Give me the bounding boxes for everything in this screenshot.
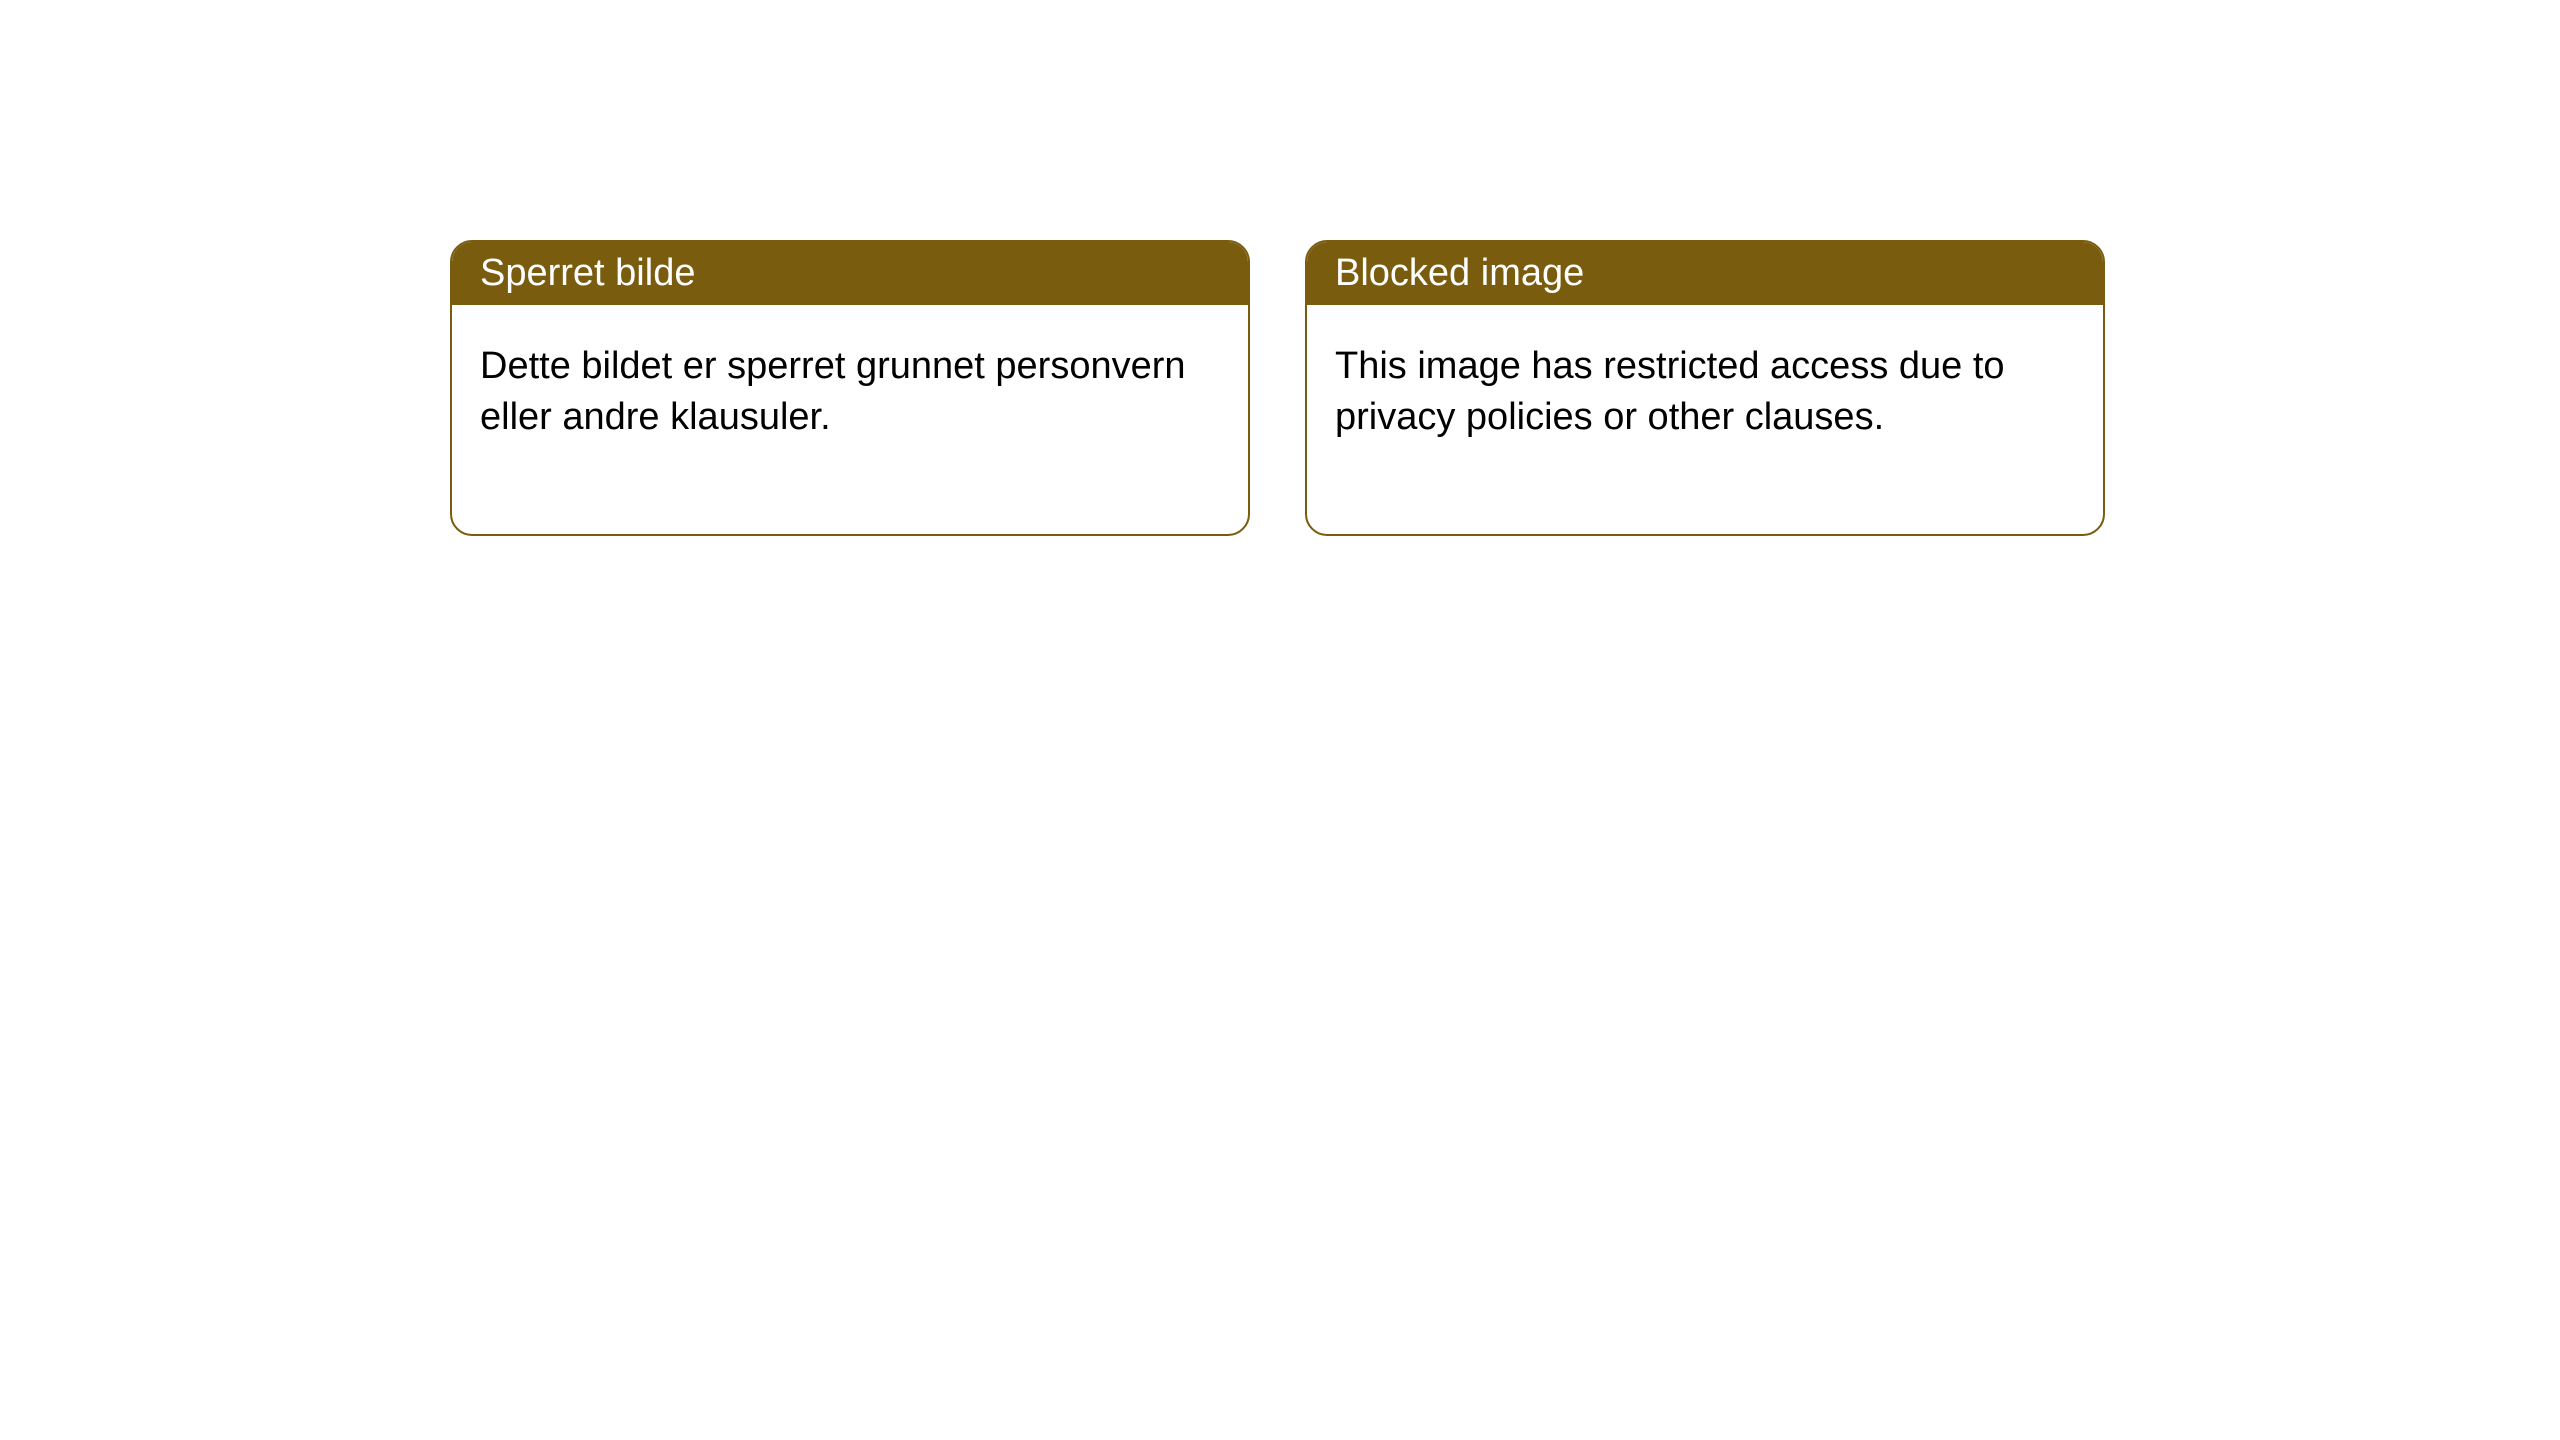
card-title: Sperret bilde — [480, 252, 695, 294]
notice-card-norwegian: Sperret bilde Dette bildet er sperret gr… — [450, 240, 1250, 536]
card-header: Blocked image — [1307, 242, 2103, 305]
card-message: This image has restricted access due to … — [1335, 345, 2005, 438]
card-message: Dette bildet er sperret grunnet personve… — [480, 345, 1186, 438]
card-body: Dette bildet er sperret grunnet personve… — [452, 305, 1248, 534]
card-header: Sperret bilde — [452, 242, 1248, 305]
notice-card-english: Blocked image This image has restricted … — [1305, 240, 2105, 536]
card-title: Blocked image — [1335, 252, 1584, 294]
notice-cards-container: Sperret bilde Dette bildet er sperret gr… — [450, 240, 2110, 536]
card-body: This image has restricted access due to … — [1307, 305, 2103, 534]
